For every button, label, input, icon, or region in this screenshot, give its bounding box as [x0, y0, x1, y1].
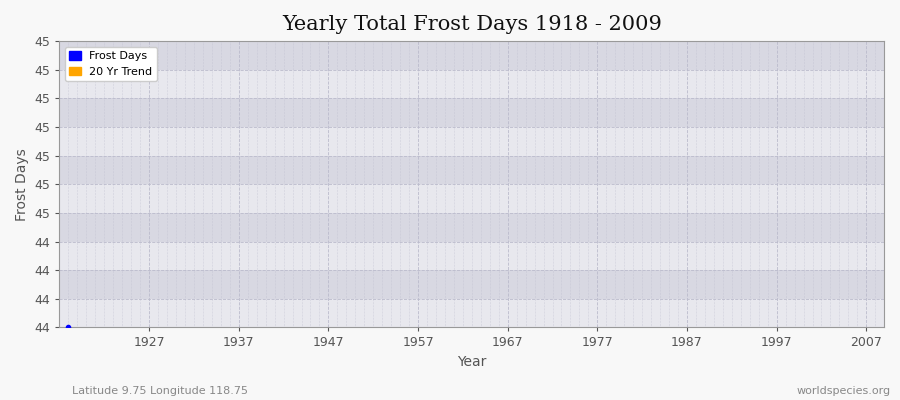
Bar [59, 270, 884, 299]
Bar [59, 98, 884, 127]
Title: Yearly Total Frost Days 1918 - 2009: Yearly Total Frost Days 1918 - 2009 [282, 15, 662, 34]
Bar [59, 127, 884, 156]
Bar [59, 41, 884, 70]
Bar [59, 213, 884, 242]
Text: worldspecies.org: worldspecies.org [796, 386, 891, 396]
Y-axis label: Frost Days: Frost Days [15, 148, 29, 221]
Bar [59, 242, 884, 270]
Bar [59, 156, 884, 184]
Bar [59, 184, 884, 213]
Bar [59, 70, 884, 98]
X-axis label: Year: Year [457, 355, 487, 369]
Text: Latitude 9.75 Longitude 118.75: Latitude 9.75 Longitude 118.75 [72, 386, 248, 396]
Bar [59, 299, 884, 328]
Legend: Frost Days, 20 Yr Trend: Frost Days, 20 Yr Trend [65, 47, 157, 81]
